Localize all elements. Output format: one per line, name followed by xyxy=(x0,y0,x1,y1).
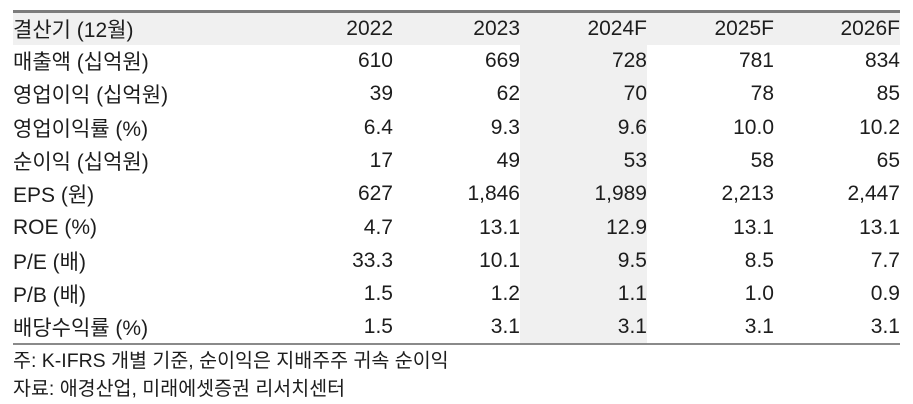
cell-value-forecast: 1.1 xyxy=(520,277,647,311)
row-label: 영업이익 (십억원) xyxy=(13,84,169,108)
cell-value-forecast: 70 xyxy=(520,77,647,112)
cell-value: 3.1 xyxy=(744,315,774,339)
table-row-eps: EPS (원) 627 1,846 1,989 2,213 2,447 xyxy=(13,177,900,211)
cell-value: 6.4 xyxy=(363,115,393,139)
cell-value: 10.2 xyxy=(859,115,900,139)
cell-value: 3.1 xyxy=(870,315,900,339)
cell-value: 62 xyxy=(496,82,520,106)
cell-value-forecast: 9.5 xyxy=(520,244,647,278)
table-header-row: 결산기 (12월) 2022 2023 2024F 2025F 2026F xyxy=(13,11,900,45)
cell-value: 2,447 xyxy=(847,182,900,206)
cell-value: 17 xyxy=(369,149,393,173)
row-label: P/B (배) xyxy=(13,284,86,308)
header-fiscal-period: 결산기 (12월) xyxy=(13,11,267,45)
table-row-pb: P/B (배) 1.5 1.2 1.1 1.0 0.9 xyxy=(13,277,900,311)
row-label: 순이익 (십억원) xyxy=(13,151,149,175)
row-label: 배당수익률 (%) xyxy=(13,317,149,341)
cell-value: 1.2 xyxy=(490,282,520,306)
cell-value: 834 xyxy=(864,49,900,73)
cell-value: 49 xyxy=(496,149,520,173)
cell-value: 2,213 xyxy=(721,182,774,206)
cell-value: 4.7 xyxy=(363,215,393,239)
cell-value: 65 xyxy=(876,149,900,173)
cell-value: 627 xyxy=(357,182,393,206)
cell-value: 58 xyxy=(750,149,774,173)
footnote-basis: 주: K-IFRS 개별 기준, 순이익은 지배주주 귀속 순이익 xyxy=(13,350,449,372)
table-row-pe: P/E (배) 33.3 10.1 9.5 8.5 7.7 xyxy=(13,244,900,278)
footnote-source: 자료: 애경산업, 미래에셋증권 리서치센터 xyxy=(13,377,346,400)
header-year-2023: 2023 xyxy=(393,11,520,45)
cell-value: 3.1 xyxy=(490,315,520,339)
cell-value: 33.3 xyxy=(352,248,393,272)
cell-value: 13.1 xyxy=(733,215,774,239)
table-row-operating-profit: 영업이익 (십억원) 39 62 70 78 85 xyxy=(13,77,900,112)
cell-value-forecast: 728 xyxy=(520,44,647,78)
cell-value: 610 xyxy=(357,49,393,73)
cell-value-forecast: 12.9 xyxy=(520,210,647,245)
cell-value: 1.5 xyxy=(363,282,393,306)
table-row-revenue: 매출액 (십억원) 610 669 728 781 834 xyxy=(13,44,900,78)
cell-value: 781 xyxy=(738,49,774,73)
cell-value: 1.0 xyxy=(744,282,774,306)
row-label: EPS (원) xyxy=(13,184,95,208)
cell-value: 1,846 xyxy=(467,182,520,206)
header-year-2026f: 2026F xyxy=(774,11,900,45)
cell-value: 39 xyxy=(369,82,393,106)
cell-value: 8.5 xyxy=(744,248,774,272)
cell-value: 7.7 xyxy=(870,248,900,272)
cell-value-forecast: 9.6 xyxy=(520,111,647,145)
table-row-net-profit: 순이익 (십억원) 17 49 53 58 65 xyxy=(13,144,900,178)
cell-value: 13.1 xyxy=(479,215,520,239)
header-year-2025f: 2025F xyxy=(647,11,774,45)
cell-value: 10.0 xyxy=(733,115,774,139)
row-label: ROE (%) xyxy=(13,215,97,239)
cell-value: 0.9 xyxy=(870,282,900,306)
cell-value: 85 xyxy=(876,82,900,106)
financial-summary-table: 결산기 (12월) 2022 2023 2024F 2025F 2026F 매출… xyxy=(13,10,900,346)
cell-value: 1.5 xyxy=(363,315,393,339)
footnotes: 주: K-IFRS 개별 기준, 순이익은 지배주주 귀속 순이익 자료: 애경… xyxy=(13,348,449,403)
cell-value-forecast: 1,989 xyxy=(520,177,647,211)
row-label: P/E (배) xyxy=(13,250,86,274)
header-year-2022: 2022 xyxy=(267,11,393,45)
cell-value: 13.1 xyxy=(859,215,900,239)
cell-value: 78 xyxy=(750,82,774,106)
row-label: 영업이익률 (%) xyxy=(13,117,149,141)
cell-value: 9.3 xyxy=(490,115,520,139)
cell-value-forecast: 3.1 xyxy=(520,310,647,345)
table-row-roe: ROE (%) 4.7 13.1 12.9 13.1 13.1 xyxy=(13,210,900,245)
cell-value: 10.1 xyxy=(479,248,520,272)
table-row-operating-margin: 영업이익률 (%) 6.4 9.3 9.6 10.0 10.2 xyxy=(13,111,900,145)
cell-value: 669 xyxy=(484,49,520,73)
table-row-dividend-yield: 배당수익률 (%) 1.5 3.1 3.1 3.1 3.1 xyxy=(13,310,900,345)
row-label: 매출액 (십억원) xyxy=(13,51,149,75)
header-year-2024f: 2024F xyxy=(520,11,647,45)
cell-value-forecast: 53 xyxy=(520,144,647,178)
